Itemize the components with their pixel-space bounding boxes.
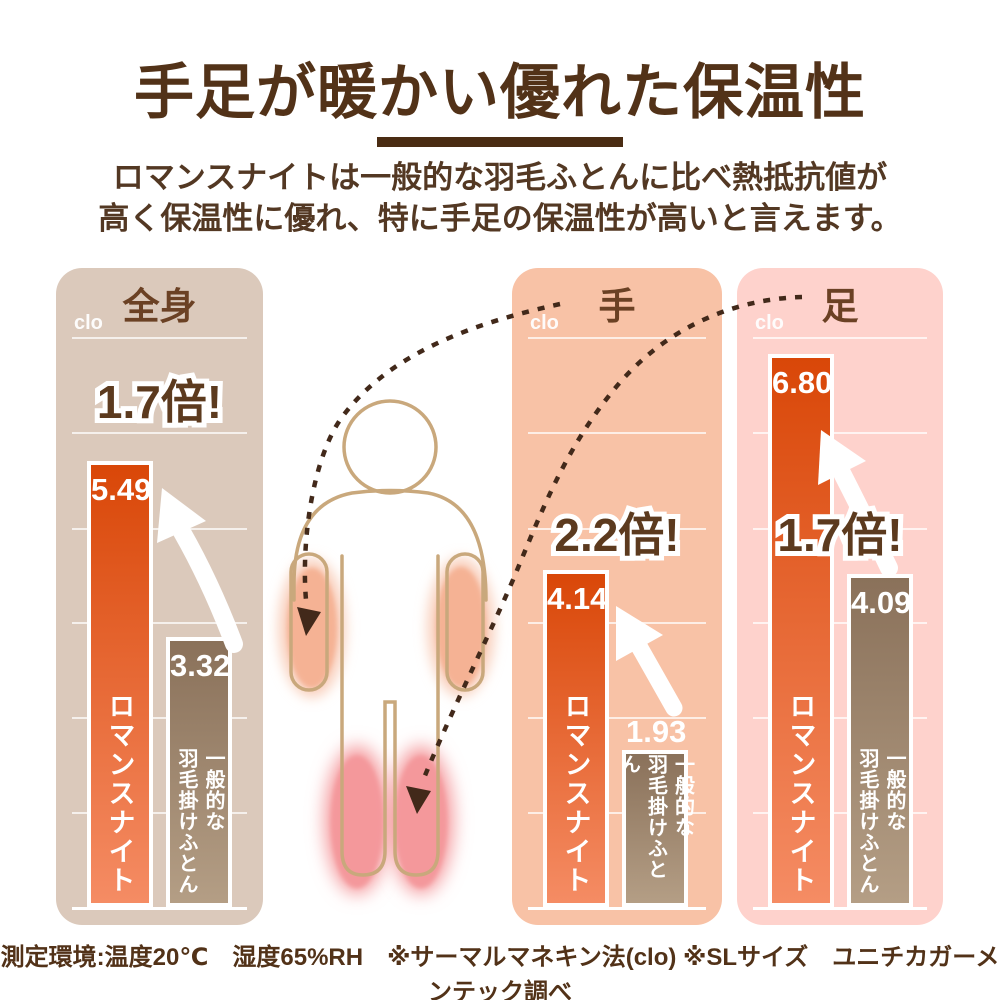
panel-whole-body: 全身 clo 1.7倍! 5.49 ロマンスナイト 3.32 一般的な 羽毛掛け…: [56, 268, 263, 925]
bar-name-vertical: ロマンスナイト: [785, 692, 816, 895]
bar-name-vertical: ロマンスナイト: [104, 692, 135, 895]
measurement-note: 測定環境:温度20℃ 湿度65%RH ※サーマルマネキン法(clo) ※SLサイ…: [0, 944, 1000, 1000]
clo-unit-label: clo: [755, 312, 784, 334]
bar-value: 3.32: [170, 648, 231, 683]
gridline: [753, 622, 927, 624]
gridline: [72, 717, 247, 719]
gridline: [753, 812, 927, 814]
gridline: [72, 337, 247, 339]
gridline: [753, 717, 927, 719]
bar-name-vertical: ロマンスナイト: [560, 692, 591, 895]
baseline: [528, 907, 706, 910]
multiplier-badge: 1.7倍!: [56, 366, 263, 432]
gridline: [72, 432, 247, 434]
panel-title: 足: [821, 286, 859, 327]
romance-bar: 4.14 ロマンスナイト: [543, 570, 609, 907]
gridline: [753, 337, 927, 339]
bar-name-vertical: 一般的な 羽毛掛けふとん: [175, 748, 224, 895]
panel-hands: 手 clo 2.2倍! 4.14 ロマンスナイト 1.93 一般的な 羽毛掛けふ…: [512, 268, 722, 925]
gridline: [72, 622, 247, 624]
title-underline: [377, 137, 623, 147]
bar-value: 1.93: [626, 714, 687, 749]
mannequin-outline: [289, 399, 488, 877]
clo-unit-label: clo: [74, 312, 103, 334]
multiplier-badge: 2.2倍!: [512, 499, 722, 565]
romance-bar: 6.80 ロマンスナイト: [768, 354, 834, 907]
gridline: [528, 812, 706, 814]
subtitle-line-2: 高く保温性に優れ、特に手足の保温性が高いと言えます。: [98, 201, 902, 236]
subtitle-line-1: ロマンスナイトは一般的な羽毛ふとんに比べ熱抵抗値が: [112, 160, 888, 195]
bar-value: 4.09: [851, 585, 912, 620]
page-title: 手足が暖かい優れた保温性: [134, 59, 866, 126]
clo-unit-label: clo: [530, 312, 559, 334]
bar-value: 6.80: [772, 365, 833, 400]
baseline: [753, 907, 927, 910]
gridline: [528, 337, 706, 339]
romance-bar: 5.49 ロマンスナイト: [87, 461, 153, 907]
bar-name-vertical: 一般的な 羽毛掛けふとん: [856, 748, 905, 895]
baseline: [72, 907, 247, 910]
bar-name-vertical: 一般的な 羽毛掛けふとん: [617, 754, 694, 880]
futon-bar: 1.93 一般的な 羽毛掛けふとん: [618, 714, 694, 907]
gridline: [72, 812, 247, 814]
foot-highlight: [325, 746, 453, 894]
bar-value: 4.14: [547, 581, 608, 616]
multiplier-badge: 1.7倍!: [737, 499, 943, 565]
bar-value: 5.49: [91, 472, 152, 507]
subtitle: ロマンスナイトは一般的な羽毛ふとんに比べ熱抵抗値が 高く保温性に優れ、特に手足の…: [0, 157, 1000, 239]
futon-bar: 4.09 一般的な 羽毛掛けふとん: [847, 574, 913, 907]
panel-feet: 足 clo 1.7倍! 6.80 ロマンスナイト 4.09 一般的な 羽毛掛けふ…: [737, 268, 943, 925]
futon-bar: 3.32 一般的な 羽毛掛けふとん: [166, 637, 232, 907]
hand-highlight: [278, 557, 495, 698]
gridline: [528, 432, 706, 434]
panel-title: 全身: [122, 286, 197, 327]
